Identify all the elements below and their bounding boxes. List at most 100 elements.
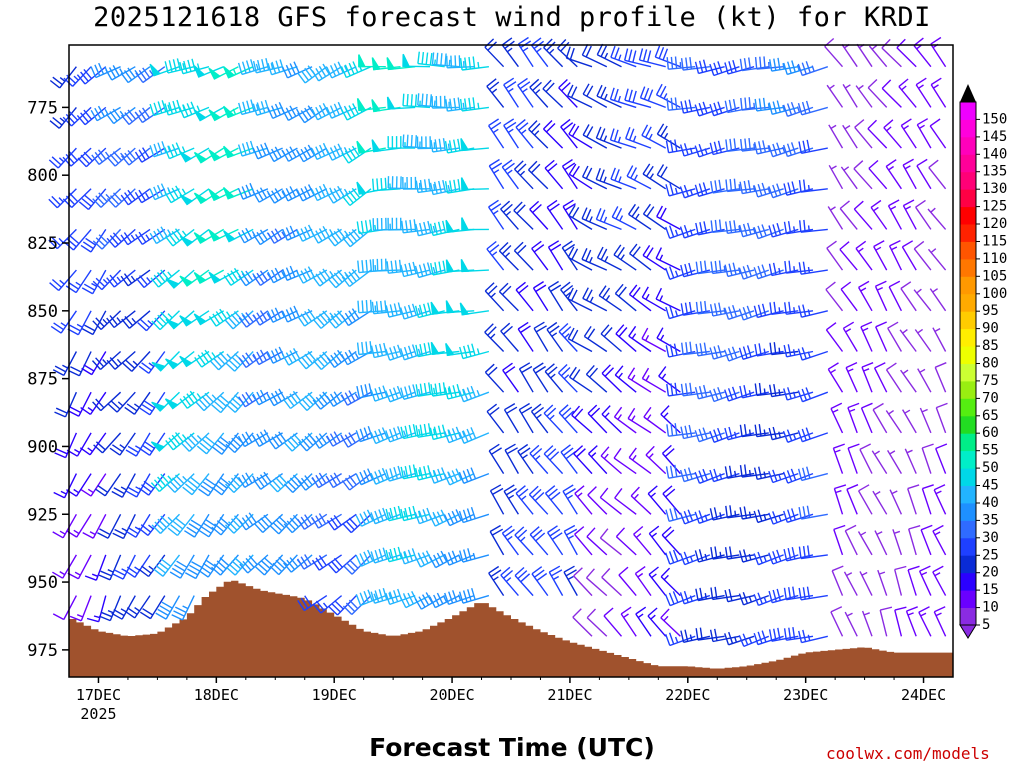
barb-staff	[879, 609, 888, 637]
barb-half-feather	[633, 174, 638, 181]
barb-full-feather	[134, 191, 143, 203]
barb-staff	[907, 488, 917, 515]
barb-full-feather	[635, 606, 647, 615]
barb-full-feather	[340, 353, 349, 366]
barb-full-feather	[753, 632, 759, 645]
colorbar-label: 145	[982, 129, 1007, 145]
barb-full-feather	[296, 151, 305, 163]
barb-staff	[114, 228, 136, 248]
wind-barb	[62, 147, 92, 167]
barb-half-feather	[87, 488, 94, 494]
colorbar-label: 95	[982, 303, 999, 319]
barb-full-feather	[161, 601, 173, 609]
barb-pennant	[193, 109, 207, 122]
barb-full-feather	[558, 322, 569, 333]
wind-barb	[459, 56, 489, 71]
barb-full-feather	[614, 169, 620, 181]
barb-full-feather	[656, 123, 665, 135]
barb-full-feather	[261, 59, 266, 72]
barb-full-feather	[234, 557, 245, 567]
barb-full-feather	[661, 526, 672, 536]
barb-full-feather	[231, 477, 241, 488]
barb-staff	[603, 615, 623, 637]
barb-full-feather	[326, 519, 335, 531]
barb-full-feather	[444, 592, 450, 605]
wind-barb	[98, 554, 122, 581]
barb-full-feather	[768, 590, 773, 603]
barb-full-feather	[348, 310, 356, 322]
wind-barb	[94, 473, 122, 497]
wind-barb	[459, 548, 490, 563]
barb-full-feather	[773, 383, 777, 397]
barb-full-feather	[459, 550, 464, 563]
barb-full-feather	[713, 141, 718, 154]
wind-barb	[842, 124, 858, 149]
barb-staff	[484, 331, 505, 352]
barb-half-feather	[704, 592, 707, 600]
wind-barb	[872, 402, 888, 434]
wind-barb	[112, 513, 136, 540]
barb-full-feather	[348, 148, 357, 159]
barb-full-feather	[860, 321, 873, 328]
barb-full-feather	[647, 50, 652, 63]
barb-full-feather	[839, 241, 850, 250]
barb-full-feather	[585, 209, 592, 221]
barb-full-feather	[571, 248, 579, 260]
barb-half-feather	[550, 373, 556, 379]
barb-staff	[548, 571, 564, 596]
barb-staff	[627, 417, 652, 434]
barb-full-feather	[412, 384, 417, 397]
barb-full-feather	[713, 62, 719, 75]
wind-barb	[827, 206, 844, 230]
wind-barb	[179, 350, 210, 368]
barb-full-feather	[256, 433, 264, 445]
barb-full-feather	[742, 307, 749, 319]
barb-full-feather	[906, 606, 918, 612]
barb-staff	[418, 350, 445, 358]
barb-half-feather	[295, 108, 301, 115]
barb-full-feather	[727, 347, 734, 360]
barb-staff	[569, 376, 593, 393]
wind-barb	[561, 159, 578, 190]
wind-barb	[581, 165, 608, 190]
barb-full-feather	[656, 327, 664, 339]
barb-full-feather	[724, 264, 729, 277]
barb-half-feather	[476, 389, 481, 397]
barb-staff	[571, 414, 593, 434]
barb-full-feather	[504, 402, 516, 411]
barb-full-feather	[107, 403, 118, 413]
wind-barb	[601, 364, 622, 393]
barb-full-feather	[529, 526, 540, 536]
barb-half-feather	[734, 510, 737, 517]
barb-staff	[921, 447, 932, 474]
barb-staff	[122, 513, 136, 539]
barb-staff	[887, 327, 903, 352]
wind-barb	[662, 485, 681, 515]
barb-full-feather	[558, 78, 568, 89]
barb-full-feather	[414, 135, 417, 148]
barb-full-feather	[79, 447, 91, 456]
barb-staff	[857, 490, 873, 515]
barb-full-feather	[714, 180, 718, 193]
barb-half-feather	[659, 254, 664, 261]
barb-full-feather	[915, 77, 927, 86]
barb-full-feather	[685, 57, 688, 70]
barb-full-feather	[732, 98, 737, 112]
barb-full-feather	[803, 219, 806, 232]
wind-barb	[935, 402, 948, 434]
wind-barb	[429, 220, 460, 237]
source-credit[interactable]: coolwx.com/models	[826, 744, 990, 763]
barb-half-feather	[830, 369, 836, 374]
barb-staff	[156, 228, 180, 245]
barb-full-feather	[757, 551, 763, 564]
barb-full-feather	[521, 365, 533, 374]
barb-full-feather	[359, 592, 366, 605]
barb-full-feather	[440, 53, 443, 66]
barb-full-feather	[806, 466, 811, 479]
barb-staff	[418, 310, 445, 319]
barb-full-feather	[674, 139, 678, 152]
barb-half-feather	[904, 409, 911, 414]
barb-full-feather	[520, 325, 531, 334]
barb-full-feather	[768, 145, 774, 157]
